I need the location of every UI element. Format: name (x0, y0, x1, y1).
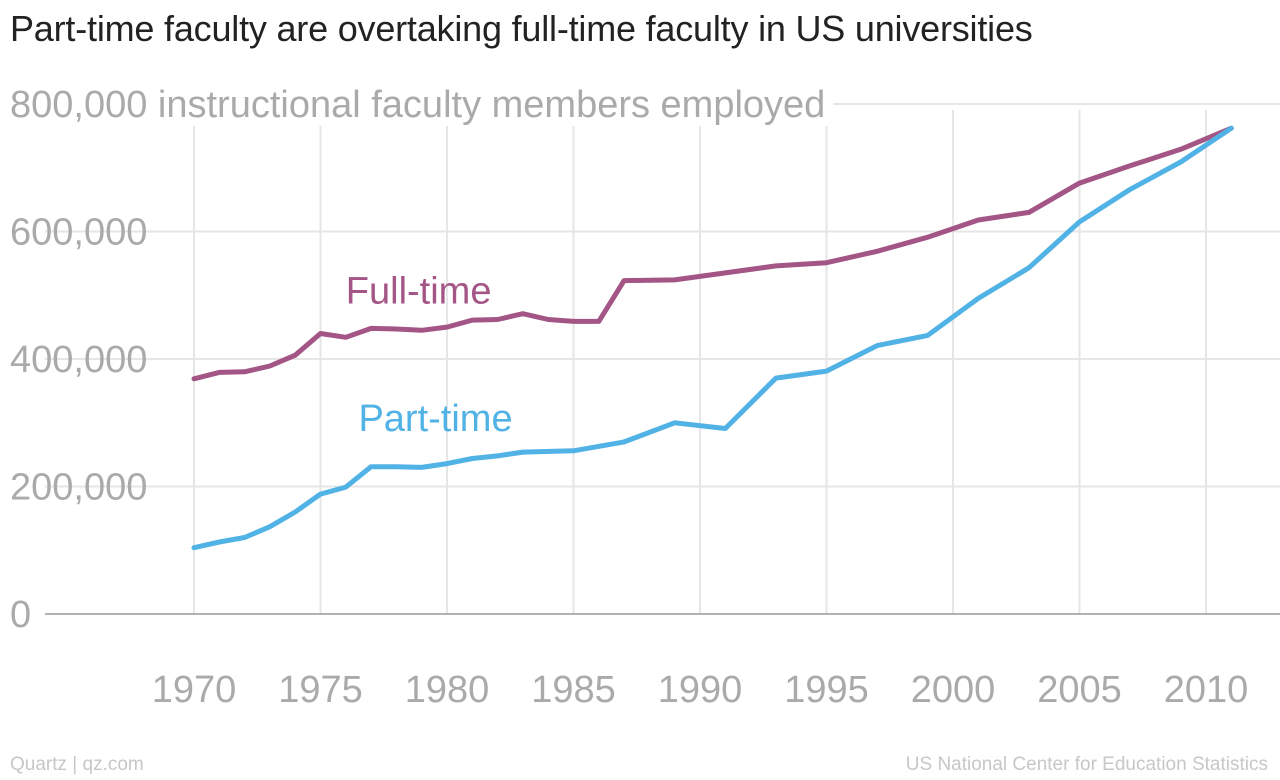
series-label-full-time: Full-time (346, 271, 492, 313)
series-full-time: Full-time (191, 125, 1234, 382)
series-line-part-time (191, 125, 1234, 551)
x-tick-label-2005: 2005 (1037, 669, 1122, 711)
x-tick-label-1995: 1995 (784, 669, 869, 711)
series-part-time: Part-time (191, 125, 1234, 551)
x-tick-label-2000: 2000 (911, 669, 996, 711)
y-axis-title-backdrop (6, 84, 834, 126)
y-axis-title-label: 800,000 instructional faculty members em… (10, 84, 825, 126)
chart-title: Part-time faculty are overtaking full-ti… (10, 8, 1033, 49)
y-tick-label-600000: 600,000 (10, 212, 147, 254)
y-axis: 0 200,000 400,000 600,000 800,000 instructio… (6, 84, 834, 636)
y-tick-label-400000: 400,000 (10, 339, 147, 381)
x-axis: 1970 1975 1980 1985 1990 1995 2000 2005 2010 (152, 669, 1249, 711)
x-tick-label-2010: 2010 (1164, 669, 1249, 711)
y-tick-label-200000: 200,000 (10, 467, 147, 509)
x-tick-label-1975: 1975 (278, 669, 363, 711)
series-line-full-time (191, 125, 1234, 382)
footer-source-brand: Quartz | qz.com (10, 754, 144, 775)
x-tick-label-1985: 1985 (531, 669, 616, 711)
series-label-part-time: Part-time (358, 398, 512, 440)
series-layer: Full-time Part-time (191, 125, 1234, 551)
footer-data-source: US National Center for Education Statist… (905, 754, 1268, 775)
x-tick-label-1990: 1990 (658, 669, 743, 711)
x-tick-label-1970: 1970 (152, 669, 237, 711)
x-tick-label-1980: 1980 (405, 669, 490, 711)
y-tick-label-0: 0 (10, 594, 31, 636)
